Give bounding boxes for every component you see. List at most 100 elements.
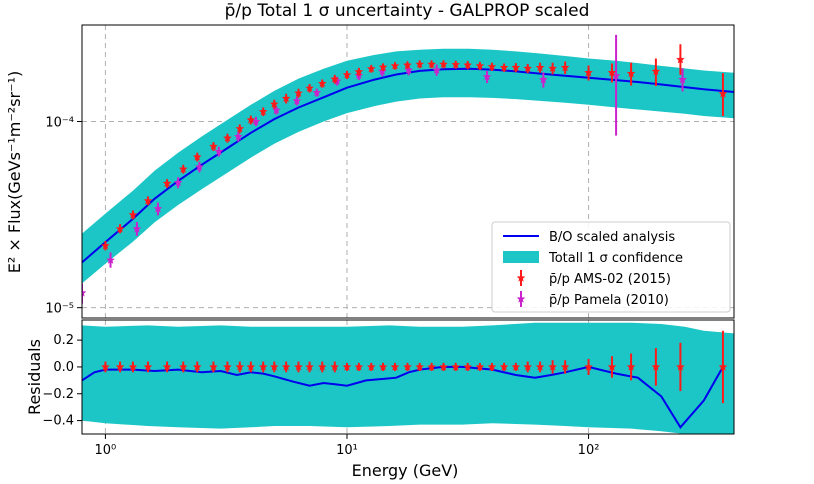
ams02-point [209,141,218,151]
pamela-point [132,224,142,233]
ams02-point [128,210,138,219]
ams02-point [162,178,172,188]
pamela-point [312,88,322,97]
residual-point [209,362,218,371]
residual-y-tick-label: 0.2 [53,333,74,348]
residual-point [487,362,497,371]
flux-y-tick-label: 10⁻⁵ [45,302,74,317]
pamela-point [195,162,204,171]
legend-band-swatch [503,251,539,263]
residual-point [354,362,364,371]
residual-point [523,362,532,371]
pamela-point [272,105,281,114]
residual-point [548,362,557,371]
residual-band-layer [82,322,734,434]
ams02-point [607,68,617,77]
ams02-point [523,63,532,72]
flux-y-tick-label: 10⁻⁴ [45,116,74,131]
residuals-panel-frame [81,319,735,435]
ams02-point [560,63,570,72]
ams02-point [246,115,256,124]
residual-point [390,362,400,371]
pamela-points-layer [82,34,687,304]
ams02-point [115,224,125,233]
residual-point [718,362,728,371]
residual-point [143,362,153,371]
confidence-band-layer [82,48,734,284]
ams02-point [427,59,436,68]
ams02-point [439,59,448,68]
ams02-point [281,94,291,103]
ams02-point [179,164,188,173]
residual-point [511,362,521,371]
pamela-point [153,204,163,213]
ams02-point [403,60,412,69]
residual-point [463,362,472,371]
ams02-point [390,61,400,70]
ams02-point [718,89,728,98]
residual-point [235,362,245,371]
ams02-point [235,124,245,133]
ams02-point [270,99,279,108]
ams02-point [475,61,485,70]
residual-band [82,322,734,434]
chart-title: p̄/p Total 1 σ uncertainty - GALPROP sca… [225,1,590,21]
flux-panel-frame [81,24,735,319]
residual-point [223,362,232,371]
ams02-point [415,59,424,68]
residual-y-tick-label: −0.4 [42,414,74,429]
residual-point [427,362,436,371]
legend-marker-swatch [516,294,526,303]
residual-point [499,362,509,371]
legend: B/O scaled analysis Totall 1 σ confidence… [491,221,731,313]
residual-point [403,362,412,371]
legend-marker-swatch [516,273,526,282]
ams02-point [305,83,314,92]
residual-point [607,362,617,371]
pamela-point [106,255,115,264]
ams02-point [378,62,388,71]
ams02-point [193,152,202,161]
pamela-point [404,65,413,74]
flux-panel: 10⁻⁵ 10⁻⁴ E² × Flux(GeVs⁻¹m⁻²sr⁻¹) B/O sc… [5,24,735,319]
residual-point [318,362,327,371]
residual-point [128,362,138,371]
residual-y-tick-label: −0.2 [42,387,74,402]
residual-point [676,362,685,371]
x-ticks: 10⁰ 10¹ 10² [95,434,600,458]
x-tick-label: 10⁰ [95,443,117,458]
residual-point [651,362,661,371]
pamela-point [482,72,492,81]
pamela-point [539,75,548,84]
ams02-point [330,74,339,83]
confidence-band [82,48,734,284]
residual-point [258,362,268,371]
legend-label: p̄/p Pamela (2010) [549,293,669,308]
residual-point [584,362,593,371]
legend-label: p̄/p AMS-02 (2015) [549,272,671,287]
pamela-point [611,71,621,80]
x-tick-label: 10¹ [336,443,358,458]
residual-point [193,362,202,371]
ams02-point [535,63,545,72]
pamela-point [432,65,441,74]
pamela-point [82,288,87,297]
residual-point [246,362,256,371]
residual-point [270,362,279,371]
x-tick-label: 10² [578,443,600,458]
residual-point [342,362,352,371]
ams02-point [354,67,364,76]
ams02-point [651,66,661,75]
x-axis-title: Energy (GeV) [352,461,459,480]
legend-box [491,221,731,313]
flux-y-axis-title: E² × Flux(GeVs⁻¹m⁻²sr⁻¹) [5,71,24,273]
ams02-point [294,88,303,97]
ams02-point [367,64,376,73]
residual-point [626,362,636,371]
pamela-point [678,75,687,84]
residuals-panel: 0.2 0.0 −0.2 −0.4 Residuals 10⁰ 10¹ 10² Energ… [25,319,735,480]
ams02-point [143,196,153,205]
residual-points-layer [101,330,728,404]
ams02-point [101,241,110,250]
